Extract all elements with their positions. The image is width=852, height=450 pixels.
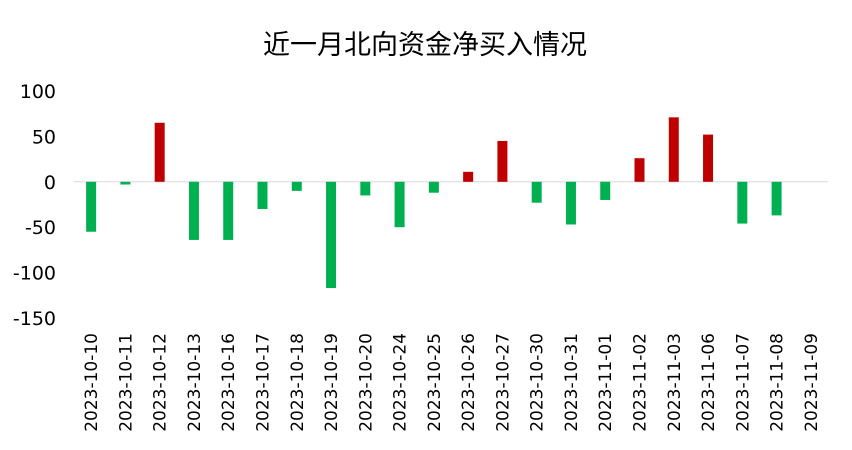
- x-tick-label: 2023-11-08: [768, 333, 788, 432]
- x-tick-label: 2023-10-20: [356, 333, 376, 432]
- bar-2023-10-31: [565, 181, 576, 225]
- y-tick-label: -100: [13, 263, 56, 285]
- x-tick-label: 2023-10-25: [425, 333, 445, 432]
- bars-group: [86, 117, 782, 289]
- bar-2023-11-03: [668, 117, 679, 182]
- x-tick-label: 2023-11-02: [631, 333, 651, 432]
- x-tick-label: 2023-10-19: [322, 333, 342, 432]
- bar-2023-10-18: [291, 181, 302, 191]
- x-tick-label: 2023-10-27: [493, 333, 513, 432]
- bar-2023-10-25: [428, 181, 439, 193]
- y-tick-label: 100: [20, 81, 56, 103]
- bar-2023-11-01: [600, 181, 611, 200]
- y-tick-label: -150: [13, 308, 56, 330]
- bar-2023-10-16: [223, 181, 234, 240]
- x-tick-label: 2023-11-06: [699, 333, 719, 432]
- x-tick-label: 2023-11-01: [596, 333, 616, 432]
- bar-2023-10-30: [531, 181, 542, 203]
- bar-2023-10-13: [188, 181, 199, 240]
- x-tick-label: 2023-10-10: [82, 333, 102, 432]
- bar-2023-10-19: [326, 181, 337, 289]
- x-tick-label: 2023-10-30: [528, 333, 548, 432]
- bar-2023-10-11: [120, 181, 131, 185]
- x-tick-label: 2023-11-07: [733, 333, 753, 432]
- bar-2023-11-02: [634, 158, 645, 182]
- y-tick-label: 0: [44, 172, 56, 194]
- bar-2023-10-17: [257, 181, 268, 210]
- x-tick-label: 2023-10-12: [151, 333, 171, 432]
- y-tick-label: 50: [32, 126, 56, 148]
- x-tick-label: 2023-11-03: [665, 333, 685, 432]
- x-tick-label: 2023-10-11: [116, 333, 136, 432]
- y-tick-label: -50: [25, 217, 56, 239]
- bar-2023-11-07: [737, 181, 748, 224]
- bar-2023-11-06: [703, 134, 714, 182]
- bar-2023-10-20: [360, 181, 371, 196]
- x-tick-label: 2023-10-17: [254, 333, 274, 432]
- chart-title: 近一月北向资金净买入情况: [263, 30, 587, 61]
- x-tick-label: 2023-10-18: [288, 333, 308, 432]
- bar-2023-10-27: [497, 140, 508, 182]
- y-axis-ticks: 100 50 0 -50 -100 -150: [13, 81, 56, 330]
- x-tick-label: 2023-10-13: [185, 333, 205, 432]
- x-tick-label: 2023-10-26: [459, 333, 479, 432]
- bar-2023-10-10: [86, 181, 97, 232]
- bar-2023-10-26: [463, 171, 474, 182]
- x-tick-label: 2023-10-16: [219, 333, 239, 432]
- x-tick-label: 2023-10-24: [391, 333, 411, 432]
- bar-2023-11-08: [771, 181, 782, 216]
- x-tick-label: 2023-11-09: [802, 333, 822, 432]
- x-tick-label: 2023-10-31: [562, 333, 582, 432]
- bar-2023-10-24: [394, 181, 405, 228]
- x-axis-ticks: 2023-10-10 2023-10-11 2023-10-12 2023-10-13…: [82, 333, 822, 432]
- bar-2023-10-12: [154, 122, 165, 182]
